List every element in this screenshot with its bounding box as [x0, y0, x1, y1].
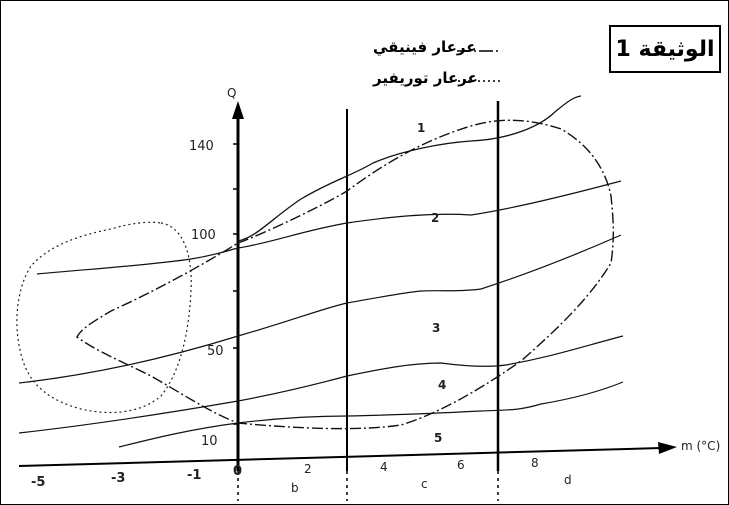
x-tick-label: -1: [187, 468, 201, 483]
curve-3: [18, 234, 622, 384]
curve-2: [36, 180, 622, 275]
x-tick-label: 4: [380, 460, 388, 474]
x-tick-label: 0: [233, 464, 242, 479]
y-tick-label: 140: [189, 139, 214, 154]
x-axis-label: m (°C): [681, 439, 720, 453]
x-axis: [18, 447, 662, 467]
curve-4: [18, 335, 624, 434]
y-ticks: [233, 143, 238, 425]
curve-label-2: 2: [431, 211, 439, 225]
curve-label-4: 4: [438, 378, 446, 392]
x-tick-label: 8: [531, 456, 539, 470]
y-axis-arrow: [232, 101, 244, 119]
curve-5: [118, 381, 624, 448]
legend-phoenician-juniper: عرعار فينيقي: [373, 38, 477, 56]
x-tick-label: 2: [304, 462, 312, 476]
x-tick-label: -3: [111, 471, 125, 486]
y-tick-label: 100: [191, 228, 216, 243]
zone-label-d: d: [564, 473, 572, 487]
zone-label-c: c: [421, 477, 428, 491]
curve-label-3: 3: [432, 321, 440, 335]
curve-label-5: 5: [434, 431, 442, 445]
phoenician-juniper-envelope: [76, 119, 615, 430]
curve-label-1: 1: [417, 121, 425, 135]
x-axis-arrow: [658, 442, 677, 454]
x-tick-label: 6: [457, 458, 465, 472]
curve-1: [237, 95, 582, 242]
y-tick-label: 50: [207, 344, 224, 359]
zone-label-b: b: [291, 481, 299, 495]
y-axis-label: Q: [227, 86, 236, 100]
document-label: الوثيقة 1: [609, 25, 721, 73]
legend-thurifera-juniper: عرعار توريفير: [373, 69, 478, 87]
thurifera-juniper-envelope: [16, 221, 192, 414]
x-tick-label: -5: [31, 475, 45, 490]
y-tick-label: 10: [201, 434, 218, 449]
